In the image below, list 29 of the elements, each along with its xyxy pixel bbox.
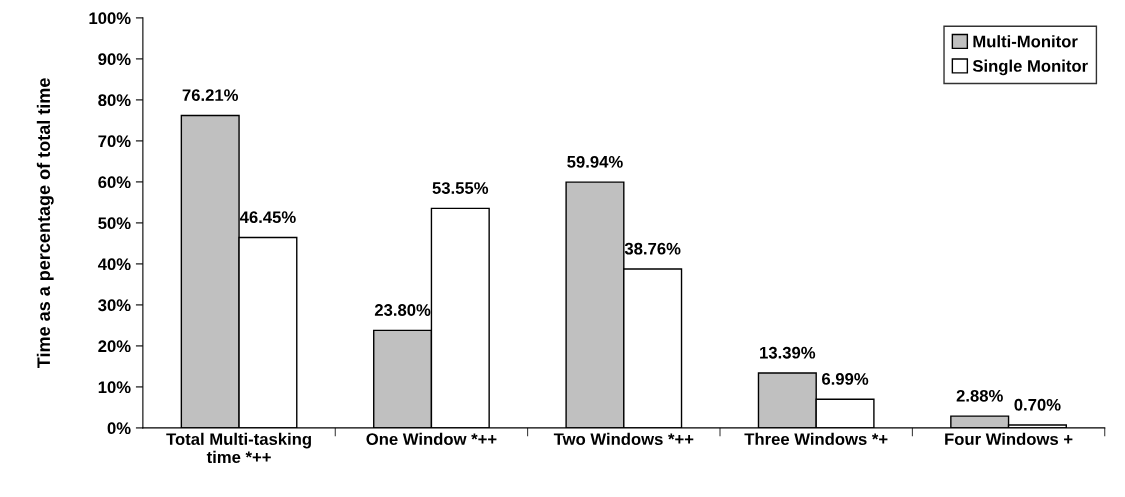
- y-tick-label: 10%: [98, 381, 131, 394]
- data-label: 6.99%: [822, 373, 869, 385]
- y-tick-label: 20%: [98, 340, 131, 353]
- y-tick-label: 0%: [107, 422, 131, 435]
- data-label: 59.94%: [567, 155, 623, 168]
- data-label: 0.70%: [1014, 398, 1061, 411]
- data-label: 76.21%: [182, 89, 239, 102]
- y-tick-label: 30%: [98, 299, 131, 312]
- y-tick-label: 100%: [89, 12, 131, 25]
- data-label: 13.39%: [760, 346, 816, 359]
- x-tick-label: Four Windows +: [945, 432, 1073, 446]
- y-tick-label: 50%: [98, 217, 131, 230]
- y-tick-label: 80%: [98, 94, 131, 107]
- data-label: 53.55%: [432, 182, 489, 194]
- x-tick-label: Two Windows *++: [553, 432, 694, 446]
- y-tick-label: 60%: [98, 176, 131, 189]
- x-tick-label: One Window *++: [366, 432, 497, 446]
- y-axis-title: Time as a percentage of total time: [36, 78, 54, 369]
- x-tick-label: Three Windows *+: [744, 432, 888, 446]
- data-label: 23.80%: [374, 304, 431, 316]
- data-label: 38.76%: [624, 242, 681, 255]
- y-tick-label: 40%: [97, 258, 131, 271]
- legend-label: Single Monitor: [972, 59, 1088, 76]
- data-label: 46.45%: [239, 211, 296, 224]
- x-tick-label: Total Multi-tasking time *++: [166, 432, 311, 464]
- y-tick-label: 90%: [98, 53, 131, 66]
- y-tick-label: 70%: [98, 135, 131, 148]
- data-label: 2.88%: [956, 389, 1003, 402]
- legend-label: Multi-Monitor: [973, 35, 1078, 48]
